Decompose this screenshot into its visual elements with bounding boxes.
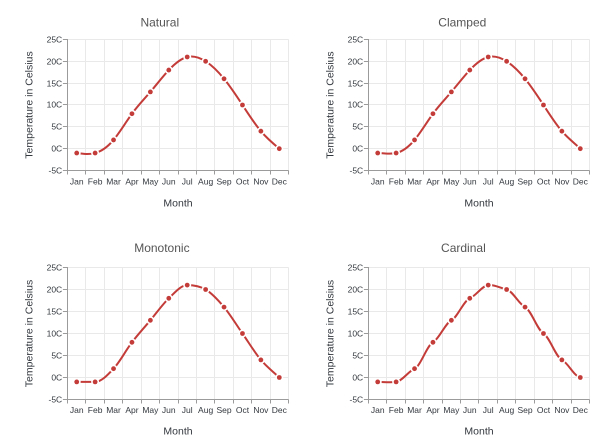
svg-text:Aug: Aug xyxy=(198,405,213,415)
svg-text:Jan: Jan xyxy=(70,405,84,415)
svg-text:Oct: Oct xyxy=(236,177,250,187)
svg-text:20C: 20C xyxy=(47,285,63,295)
svg-text:Nov: Nov xyxy=(253,177,269,187)
svg-text:Apr: Apr xyxy=(426,177,439,187)
svg-text:May: May xyxy=(443,177,460,187)
svg-text:Jan: Jan xyxy=(371,177,385,187)
svg-text:0C: 0C xyxy=(51,373,62,383)
svg-text:Temperature in Celsius: Temperature in Celsius xyxy=(325,51,337,158)
svg-text:Jul: Jul xyxy=(483,177,494,187)
svg-text:Temperature in Celsius: Temperature in Celsius xyxy=(325,280,337,387)
svg-text:10C: 10C xyxy=(47,100,63,110)
svg-text:Feb: Feb xyxy=(389,405,404,415)
svg-text:25C: 25C xyxy=(47,263,63,273)
svg-text:10C: 10C xyxy=(348,329,364,339)
svg-text:25C: 25C xyxy=(47,35,63,45)
svg-text:Apr: Apr xyxy=(125,405,138,415)
svg-text:Apr: Apr xyxy=(426,405,439,415)
svg-text:Month: Month xyxy=(163,198,192,210)
svg-text:Feb: Feb xyxy=(88,177,103,187)
svg-text:20C: 20C xyxy=(348,285,364,295)
svg-text:Temperature in Celsius: Temperature in Celsius xyxy=(24,280,36,387)
svg-text:-5C: -5C xyxy=(48,166,62,176)
svg-text:Jul: Jul xyxy=(182,177,193,187)
svg-text:5C: 5C xyxy=(352,351,363,361)
svg-text:Mar: Mar xyxy=(106,177,121,187)
svg-text:Jul: Jul xyxy=(182,405,193,415)
svg-text:15C: 15C xyxy=(348,79,364,89)
svg-text:Jun: Jun xyxy=(162,405,176,415)
svg-text:Dec: Dec xyxy=(573,177,589,187)
svg-text:0C: 0C xyxy=(51,144,62,154)
svg-text:Mar: Mar xyxy=(106,405,121,415)
svg-text:May: May xyxy=(443,405,460,415)
svg-text:Cardinal: Cardinal xyxy=(441,241,486,255)
svg-text:Natural: Natural xyxy=(140,16,179,30)
svg-text:Nov: Nov xyxy=(554,405,570,415)
svg-text:Sep: Sep xyxy=(517,177,532,187)
svg-text:5C: 5C xyxy=(51,122,62,132)
svg-text:Mar: Mar xyxy=(407,405,422,415)
svg-text:Aug: Aug xyxy=(499,177,514,187)
svg-text:Clamped: Clamped xyxy=(438,16,486,30)
svg-text:Apr: Apr xyxy=(125,177,138,187)
svg-text:20C: 20C xyxy=(348,57,364,67)
svg-text:Sep: Sep xyxy=(216,405,231,415)
svg-text:-5C: -5C xyxy=(349,395,363,405)
svg-text:Jun: Jun xyxy=(463,405,477,415)
svg-text:Sep: Sep xyxy=(216,177,231,187)
svg-text:10C: 10C xyxy=(348,100,364,110)
svg-text:5C: 5C xyxy=(51,351,62,361)
svg-text:Mar: Mar xyxy=(407,177,422,187)
svg-text:Dec: Dec xyxy=(573,405,589,415)
svg-text:May: May xyxy=(142,177,159,187)
svg-text:Month: Month xyxy=(163,425,192,437)
svg-text:25C: 25C xyxy=(348,263,364,273)
svg-text:Oct: Oct xyxy=(537,405,551,415)
svg-text:Sep: Sep xyxy=(517,405,532,415)
svg-text:Feb: Feb xyxy=(389,177,404,187)
svg-text:Month: Month xyxy=(464,425,493,437)
svg-text:Nov: Nov xyxy=(253,405,269,415)
svg-text:Aug: Aug xyxy=(499,405,514,415)
svg-text:Temperature in Celsius: Temperature in Celsius xyxy=(24,51,36,158)
svg-text:May: May xyxy=(142,405,159,415)
svg-text:0C: 0C xyxy=(352,373,363,383)
svg-text:15C: 15C xyxy=(348,307,364,317)
svg-text:Oct: Oct xyxy=(537,177,551,187)
svg-text:20C: 20C xyxy=(47,57,63,67)
svg-text:Jan: Jan xyxy=(371,405,385,415)
svg-text:15C: 15C xyxy=(47,79,63,89)
svg-text:Dec: Dec xyxy=(272,405,288,415)
svg-text:Nov: Nov xyxy=(554,177,570,187)
svg-text:Jan: Jan xyxy=(70,177,84,187)
svg-text:-5C: -5C xyxy=(349,166,363,176)
svg-text:-5C: -5C xyxy=(48,395,62,405)
svg-text:0C: 0C xyxy=(352,144,363,154)
svg-text:Aug: Aug xyxy=(198,177,213,187)
svg-text:Dec: Dec xyxy=(272,177,288,187)
svg-text:5C: 5C xyxy=(352,122,363,132)
svg-text:Feb: Feb xyxy=(88,405,103,415)
svg-text:Oct: Oct xyxy=(236,405,250,415)
svg-text:25C: 25C xyxy=(348,35,364,45)
svg-text:10C: 10C xyxy=(47,329,63,339)
svg-text:Jun: Jun xyxy=(463,177,477,187)
svg-text:Month: Month xyxy=(464,198,493,210)
svg-text:Monotonic: Monotonic xyxy=(134,241,189,255)
svg-text:15C: 15C xyxy=(47,307,63,317)
svg-text:Jul: Jul xyxy=(483,405,494,415)
svg-text:Jun: Jun xyxy=(162,177,176,187)
